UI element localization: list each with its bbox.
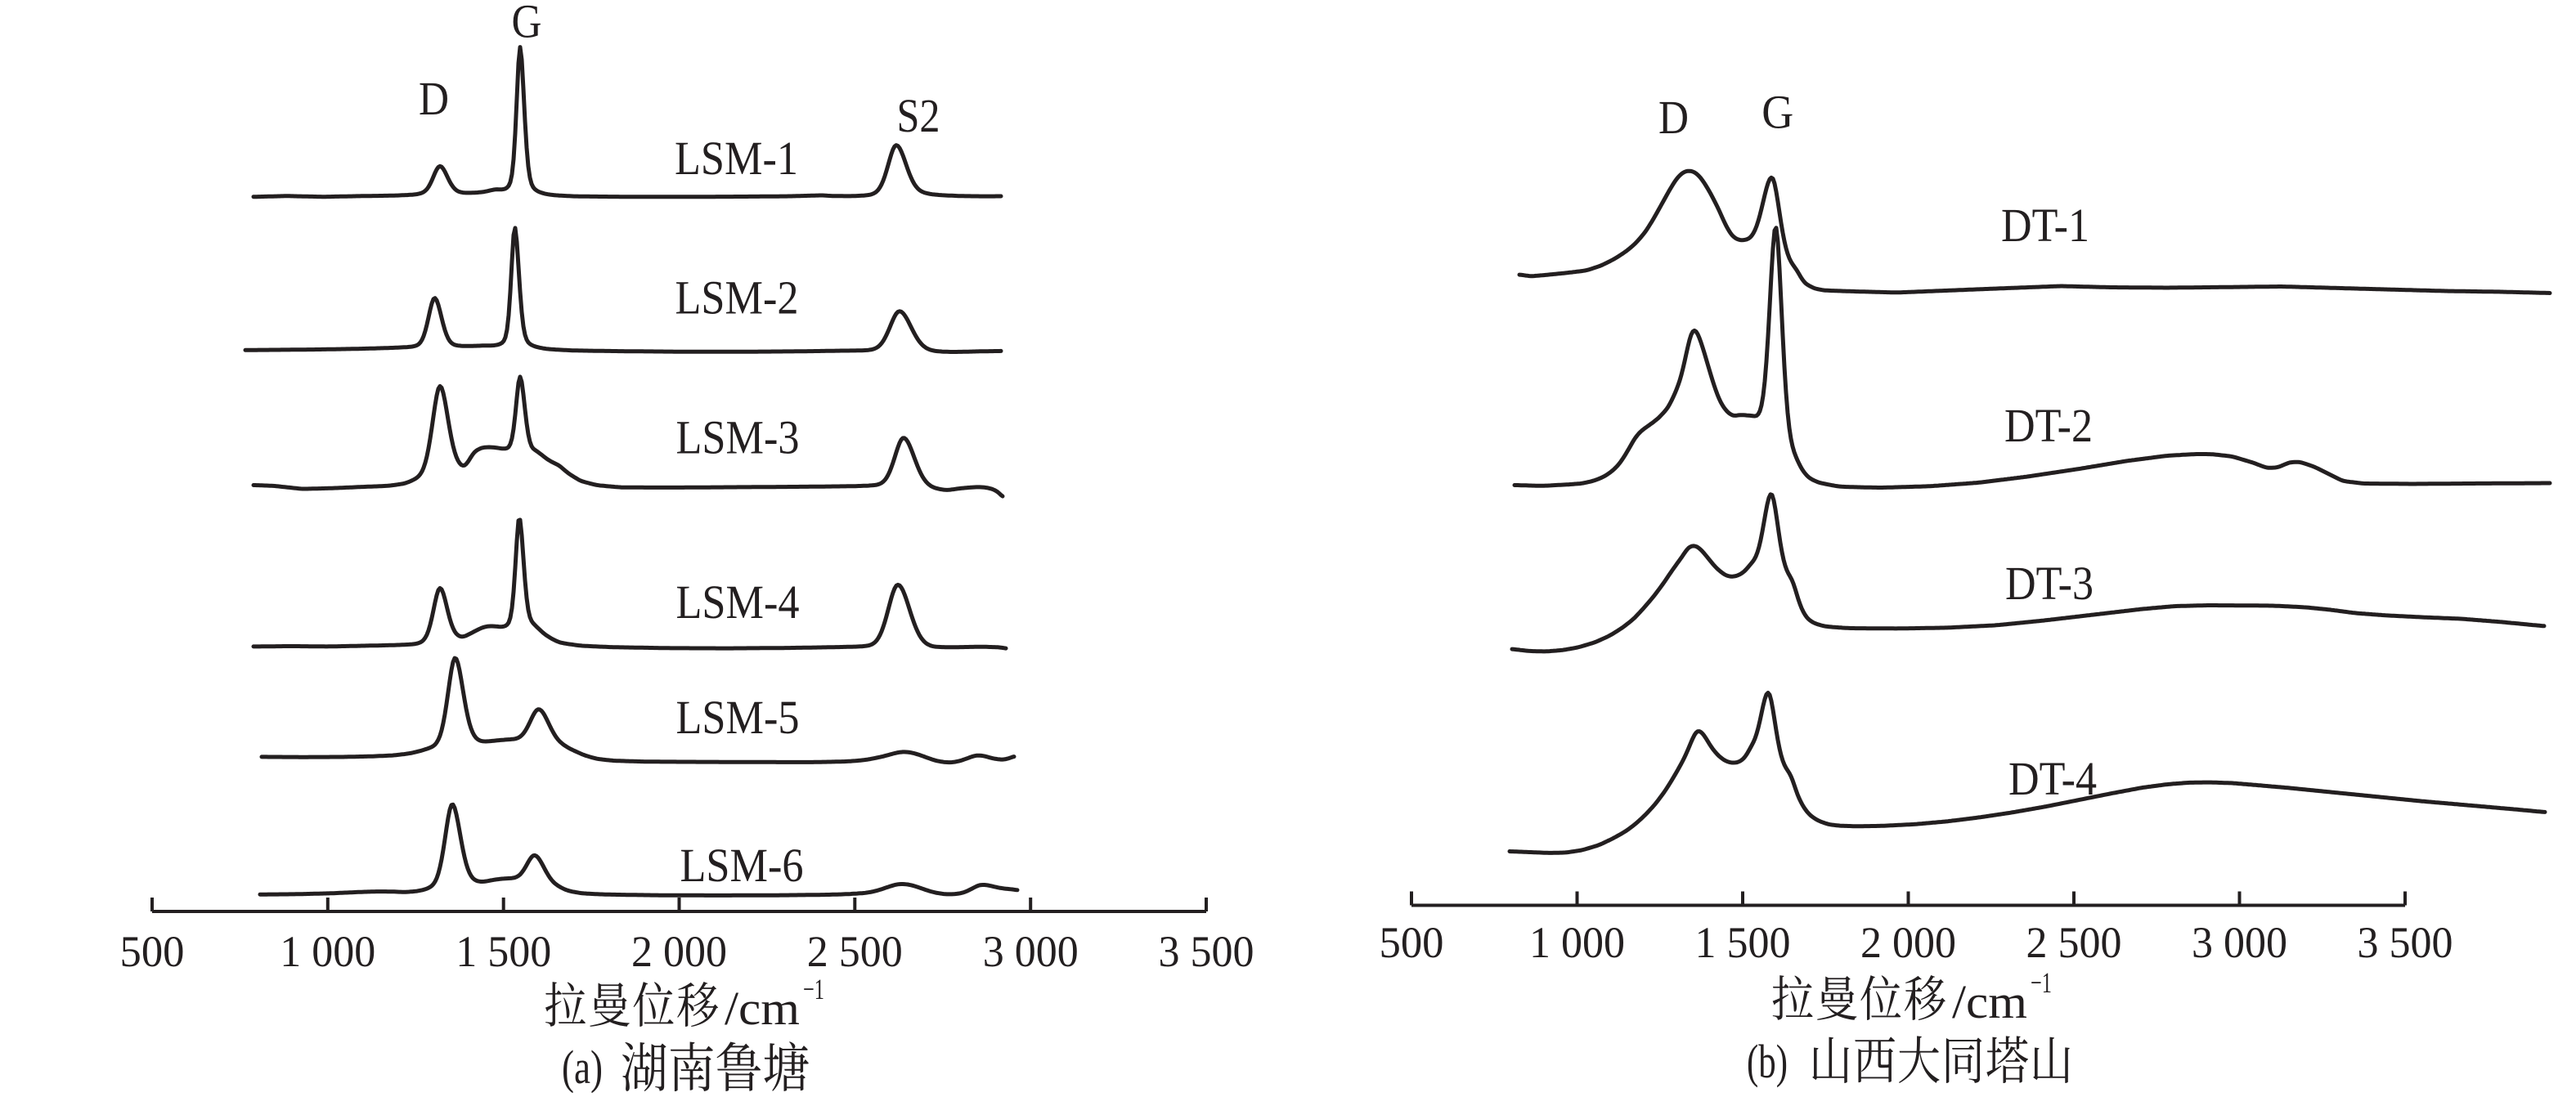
svg-text:1 000: 1 000	[280, 927, 375, 976]
svg-text:D: D	[1658, 91, 1689, 144]
svg-text:500: 500	[120, 927, 185, 976]
svg-text:G: G	[512, 0, 542, 48]
svg-text:LSM-2: LSM-2	[675, 271, 799, 325]
svg-text:3 500: 3 500	[1159, 927, 1254, 976]
svg-text:500: 500	[1380, 918, 1444, 967]
svg-text:S2: S2	[897, 89, 940, 142]
svg-text:DT-1: DT-1	[2001, 199, 2089, 252]
svg-text:G: G	[1761, 86, 1793, 139]
svg-text:/cm: /cm	[1952, 975, 2027, 1028]
svg-text:2 000: 2 000	[1860, 918, 1956, 967]
svg-text:LSM-3: LSM-3	[676, 411, 800, 464]
svg-text:2 500: 2 500	[807, 927, 903, 976]
svg-text:3 500: 3 500	[2358, 918, 2453, 967]
svg-text:1 000: 1 000	[1529, 918, 1625, 967]
svg-text:2 000: 2 000	[631, 927, 727, 976]
svg-text:(b): (b)	[1747, 1035, 1788, 1088]
svg-text:LSM-5: LSM-5	[676, 691, 800, 744]
svg-text:1 500: 1 500	[1695, 918, 1791, 967]
svg-text:(a): (a)	[562, 1041, 603, 1093]
svg-text:DT-3: DT-3	[2005, 557, 2094, 610]
svg-text:2 500: 2 500	[2026, 918, 2122, 967]
svg-text:3 000: 3 000	[983, 927, 1079, 976]
svg-text:3 000: 3 000	[2192, 918, 2287, 967]
svg-text:/cm: /cm	[725, 982, 800, 1035]
svg-text:DT-4: DT-4	[2008, 752, 2097, 805]
svg-text:LSM-4: LSM-4	[676, 575, 800, 629]
svg-text:DT-2: DT-2	[2004, 399, 2093, 452]
svg-text:LSM-6: LSM-6	[680, 839, 804, 892]
svg-text:−1: −1	[2031, 966, 2052, 999]
svg-text:−1: −1	[803, 973, 824, 1005]
svg-text:LSM-1: LSM-1	[675, 132, 798, 185]
svg-text:D: D	[419, 72, 449, 125]
svg-text:1 500: 1 500	[456, 927, 551, 976]
